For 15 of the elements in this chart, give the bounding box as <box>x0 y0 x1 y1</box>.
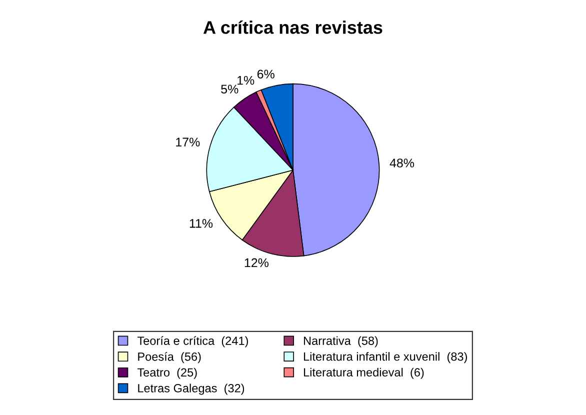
data-label: 17% <box>176 138 200 146</box>
data-label: 1% <box>237 76 254 85</box>
legend-label: Poesía (56) <box>138 352 201 364</box>
data-label: 11% <box>190 219 213 228</box>
data-label: 12% <box>244 258 269 268</box>
legend-label: Teoría e crítica (241) <box>137 336 248 348</box>
data-label: 5% <box>221 84 238 94</box>
chart-title: A crítica nas revistas <box>203 20 382 34</box>
legend-label: Letras Galegas (32) <box>138 384 244 395</box>
legend-label: Literatura infantil e xuvenil (83) <box>304 352 467 364</box>
data-label: 48% <box>390 158 414 168</box>
legend-label: Teatro (25) <box>137 368 197 379</box>
legend-label: Literatura medieval (6) <box>304 368 424 379</box>
legend-label: Narrativa (58) <box>304 336 378 348</box>
data-label: 6% <box>257 70 274 79</box>
